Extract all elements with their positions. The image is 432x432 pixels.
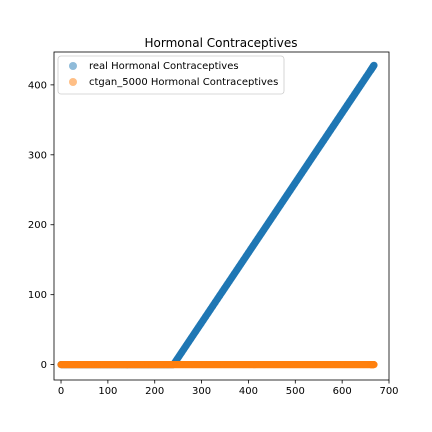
plot-frame — [53, 51, 390, 381]
x-tick-label: 700 — [379, 386, 398, 397]
x-tick-label: 600 — [333, 386, 352, 397]
legend-marker-real — [69, 62, 77, 70]
x-tick-label: 400 — [239, 386, 258, 397]
legend-marker-ctgan — [69, 78, 77, 86]
x-tick-label: 200 — [145, 386, 164, 397]
y-tick-label: 200 — [28, 220, 47, 231]
y-tick-label: 300 — [28, 150, 47, 161]
x-tick-label: 500 — [286, 386, 305, 397]
series-2 — [57, 361, 378, 369]
x-tick-label: 100 — [98, 386, 117, 397]
y-tick-label: 100 — [28, 290, 47, 301]
legend-label-real: real Hormonal Contraceptives — [89, 61, 239, 72]
legend-label-ctgan: ctgan_5000 Hormonal Contraceptives — [89, 77, 278, 88]
axes-layer: 0 100 200 300 400 500 600 700 0 100 200 300 400 — [28, 51, 399, 397]
points-layer — [57, 61, 378, 369]
legend: real Hormonal Contraceptives ctgan_5000 … — [57, 55, 285, 95]
chart-title: Hormonal Contraceptives — [145, 36, 298, 50]
y-tick-label: 0 — [41, 360, 47, 371]
y-tick-label: 400 — [28, 80, 47, 91]
x-tick-label: 0 — [58, 386, 64, 397]
data-point — [370, 361, 378, 369]
x-tick-label: 300 — [192, 386, 211, 397]
legend-box — [57, 55, 285, 95]
data-point — [370, 61, 378, 69]
